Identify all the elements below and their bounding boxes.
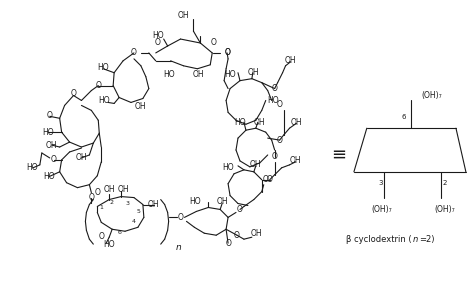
Text: HO: HO	[99, 96, 110, 105]
Text: OH: OH	[291, 118, 302, 127]
Text: OH: OH	[178, 11, 189, 20]
Text: O: O	[131, 48, 137, 57]
Text: HO: HO	[103, 239, 115, 249]
Text: ≡: ≡	[331, 146, 346, 164]
Text: 5: 5	[137, 209, 141, 214]
Text: =2): =2)	[419, 235, 435, 244]
Text: O: O	[277, 100, 283, 109]
Text: β cyclodextrin (: β cyclodextrin (	[346, 235, 411, 244]
Text: HO: HO	[224, 70, 236, 79]
Text: O: O	[224, 48, 230, 57]
Text: OH: OH	[103, 185, 115, 194]
Text: OH: OH	[251, 229, 263, 238]
Text: HO: HO	[190, 197, 201, 206]
Text: O: O	[155, 37, 161, 47]
Text: O: O	[210, 37, 216, 47]
Text: HO: HO	[43, 172, 55, 181]
Text: O: O	[98, 232, 104, 241]
Text: O: O	[224, 48, 230, 57]
Text: OH: OH	[216, 197, 228, 206]
Text: O: O	[89, 193, 94, 202]
Text: 1: 1	[100, 205, 103, 210]
Text: HO: HO	[267, 96, 279, 105]
Text: HO: HO	[234, 118, 246, 127]
Text: HO: HO	[163, 70, 174, 79]
Text: n: n	[175, 243, 182, 252]
Text: O: O	[263, 175, 269, 184]
Text: HO: HO	[42, 128, 54, 137]
Text: O: O	[225, 239, 231, 248]
Text: OH: OH	[117, 185, 129, 194]
Text: OH: OH	[248, 68, 260, 77]
Text: 3: 3	[378, 180, 383, 186]
Text: OH: OH	[254, 118, 265, 127]
Text: O: O	[237, 205, 243, 214]
Text: O: O	[272, 153, 278, 162]
Text: OH: OH	[148, 200, 160, 209]
Text: HO: HO	[152, 31, 164, 40]
Text: OH: OH	[192, 70, 204, 79]
Text: OH: OH	[290, 156, 301, 165]
Text: 2: 2	[109, 200, 113, 205]
Text: (OH)₇: (OH)₇	[371, 205, 392, 214]
Text: 2: 2	[442, 180, 447, 186]
Text: OH: OH	[135, 102, 147, 111]
Text: HO: HO	[98, 63, 109, 72]
Text: OH: OH	[250, 160, 262, 169]
Text: O: O	[71, 89, 76, 98]
Text: 3: 3	[125, 201, 129, 206]
Text: O: O	[51, 156, 56, 164]
Text: (OH)₇: (OH)₇	[421, 91, 442, 100]
Text: OH: OH	[76, 153, 87, 162]
Text: OH: OH	[285, 56, 296, 65]
Text: 6: 6	[401, 114, 406, 120]
Text: O: O	[47, 111, 53, 120]
Text: O: O	[178, 213, 183, 222]
Text: HO: HO	[222, 163, 234, 172]
Text: 4: 4	[132, 219, 136, 224]
Text: O: O	[95, 81, 101, 90]
Text: O: O	[277, 136, 283, 145]
Text: 6: 6	[117, 230, 121, 235]
Text: O: O	[234, 231, 240, 240]
Text: (OH)₇: (OH)₇	[435, 205, 456, 214]
Text: O: O	[94, 188, 100, 197]
Text: HO: HO	[26, 163, 38, 172]
Text: O: O	[267, 175, 273, 184]
Text: n: n	[412, 235, 418, 244]
Text: OH: OH	[46, 140, 57, 149]
Text: O: O	[272, 84, 278, 93]
